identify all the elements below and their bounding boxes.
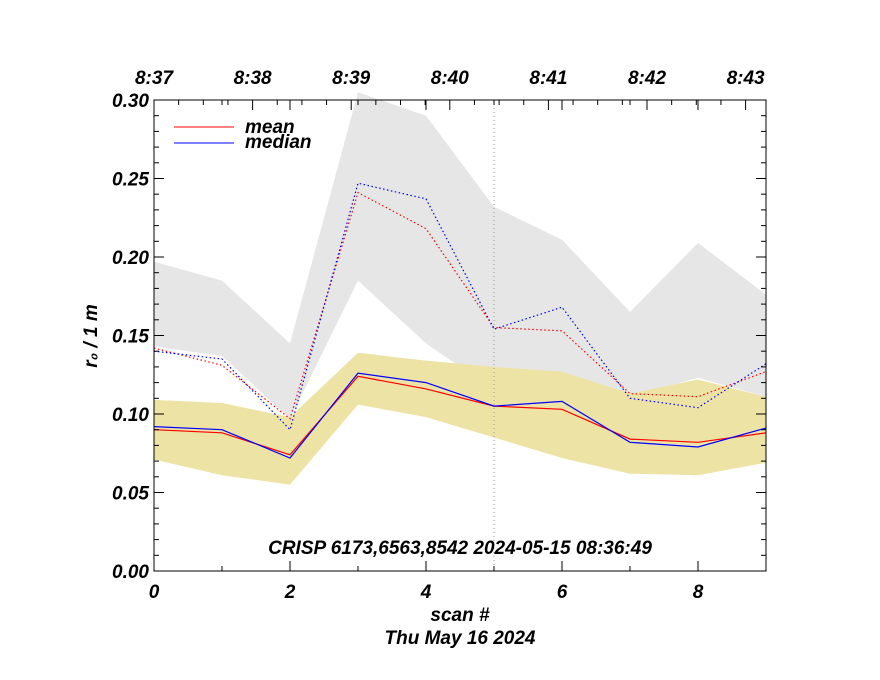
y-tick-label: 0.20 — [112, 248, 149, 269]
range-bands — [154, 92, 766, 485]
axis-ticks — [153, 99, 767, 572]
series-line-mean-upper — [153, 191, 767, 420]
y-tick-label: 0.30 — [112, 91, 149, 112]
y-tick-label: 0.25 — [112, 170, 149, 191]
top-time-label: 8:42 — [628, 68, 666, 89]
band-lower-range — [154, 352, 766, 485]
y-tick-label: 0.10 — [112, 405, 149, 426]
y-tick-label: 0.15 — [112, 327, 149, 348]
chart-annotation: CRISP 6173,6563,8542 2024-05-15 08:36:49 — [268, 538, 652, 559]
legend-median-label: median — [245, 132, 312, 153]
band-upper-range — [154, 92, 766, 419]
x-tick-label: 6 — [557, 582, 568, 603]
legend: mean median — [174, 117, 312, 153]
top-time-label: 8:39 — [332, 68, 370, 89]
top-time-label: 8:43 — [727, 68, 765, 89]
series-line-median — [153, 372, 767, 459]
y-tick-label: 0.05 — [112, 484, 149, 505]
x-tick-label: 0 — [149, 582, 160, 603]
series-lines — [153, 182, 767, 459]
x-axis-title: scan # — [430, 605, 490, 626]
series-line-median-upper — [153, 182, 767, 431]
x-tick-label: 8 — [693, 582, 704, 603]
legend-mean-label: mean — [245, 117, 295, 138]
x-tick-label: 4 — [420, 582, 432, 603]
y-axis-title: r₀ / 1 m — [81, 304, 102, 368]
top-time-label: 8:40 — [431, 68, 469, 89]
top-time-label: 8:37 — [135, 68, 174, 89]
y-tick-label: 0.00 — [112, 562, 149, 583]
x-axis-subtitle: Thu May 16 2024 — [384, 628, 535, 649]
top-time-label: 8:38 — [234, 68, 272, 89]
top-time-label: 8:41 — [529, 68, 567, 89]
x-tick-label: 2 — [284, 582, 296, 603]
tick-labels: 0 2 4 6 8 0.00 0.05 0.10 0.15 0.20 0.25 0.308:37 8:3… — [112, 68, 765, 603]
